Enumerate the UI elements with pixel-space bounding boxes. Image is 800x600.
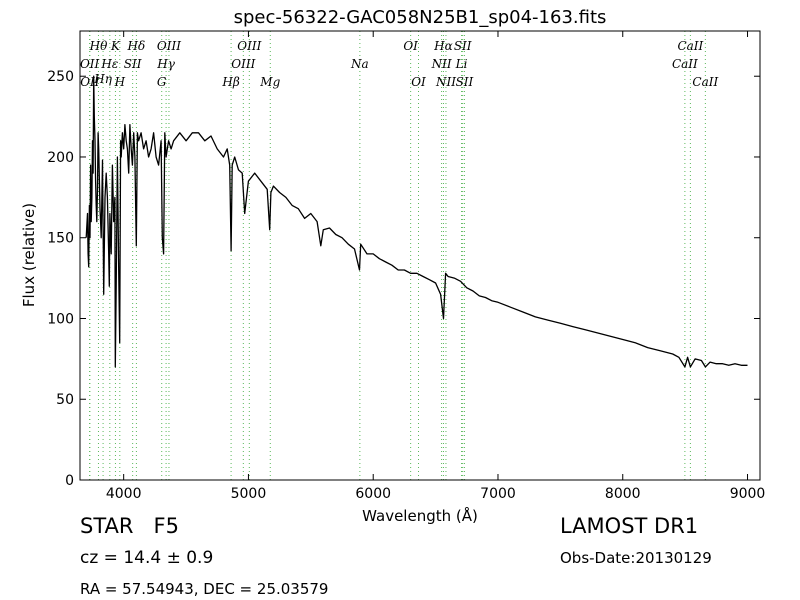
spectral-line-label: SII: [456, 75, 474, 89]
spectral-line-label: NII: [431, 57, 452, 71]
x-tick-label: 5000: [231, 486, 267, 502]
x-tick-label: 7000: [480, 486, 516, 502]
spectral-line-label: Li: [455, 57, 468, 71]
object-classification: STAR F5: [80, 514, 179, 538]
x-axis-label: Wavelength (Å): [362, 506, 478, 525]
spectral-line-markers: [89, 31, 706, 480]
y-tick-label: 50: [56, 392, 74, 408]
spectral-line-label: CaII: [677, 39, 703, 53]
spectral-line-label: NII: [435, 75, 456, 89]
spectral-line-label: Hε: [100, 57, 118, 71]
spectral-line-label: Mg: [259, 75, 280, 89]
spectral-line-label: OII: [80, 57, 100, 71]
y-axis-label: Flux (relative): [20, 203, 38, 307]
x-tick-label: 8000: [605, 486, 641, 502]
series-layer: [85, 75, 748, 368]
x-tick-label: 6000: [355, 486, 391, 502]
spectral-line-label: CaII: [692, 75, 718, 89]
y-axis-ticks: 0 50 100 150 200 250: [47, 69, 760, 489]
x-axis-ticks: 4000 5000 6000 7000 8000 9000: [106, 31, 765, 502]
spectral-line-label: SII: [454, 39, 472, 53]
spectral-line-label: OIII: [157, 39, 181, 53]
x-tick-label: 9000: [730, 486, 766, 502]
spectral-line-label: OIII: [231, 57, 255, 71]
spectral-line-label: K: [110, 39, 121, 53]
spectral-line-label: G: [157, 75, 167, 89]
chart-title: spec-56322-GAC058N25B1_sp04-163.fits: [234, 7, 607, 28]
spectral-line-label: Hα: [433, 39, 453, 53]
spectral-line-label: H: [114, 75, 126, 89]
y-tick-label: 100: [47, 311, 74, 327]
subclass-label: F5: [153, 514, 179, 538]
y-tick-label: 200: [47, 150, 74, 166]
spectral-line-label: OII: [80, 75, 100, 89]
plot-frame: [79, 30, 761, 481]
spectral-line-label: OI: [411, 75, 426, 89]
spectral-line-label: SII: [124, 57, 142, 71]
spectral-line-label: OI: [403, 39, 418, 53]
survey-label: LAMOST DR1: [560, 514, 699, 538]
spectral-line-label: Na: [350, 57, 369, 71]
spectral-line-label: Hγ: [156, 57, 175, 71]
x-tick-label: 4000: [106, 486, 142, 502]
spectral-line-label: OIII: [237, 39, 261, 53]
redshift-text: cz = 14.4 ± 0.9: [80, 548, 214, 568]
spectral-line-label: Hδ: [127, 39, 146, 53]
spectral-line-label: CaII: [672, 57, 698, 71]
spectral-line-label: Hθ: [89, 39, 108, 53]
y-tick-label: 150: [47, 231, 74, 247]
obs-date-text: Obs-Date:20130129: [560, 549, 712, 567]
y-tick-label: 250: [47, 69, 74, 85]
spectral-line-label: Hβ: [221, 75, 239, 89]
spectrum-series-line: [85, 75, 748, 368]
spectral-line-label: Hη: [93, 72, 112, 86]
y-tick-label: 0: [65, 473, 74, 489]
class-label: STAR: [80, 514, 134, 538]
coordinates-text: RA = 57.54943, DEC = 25.03579: [80, 580, 329, 598]
